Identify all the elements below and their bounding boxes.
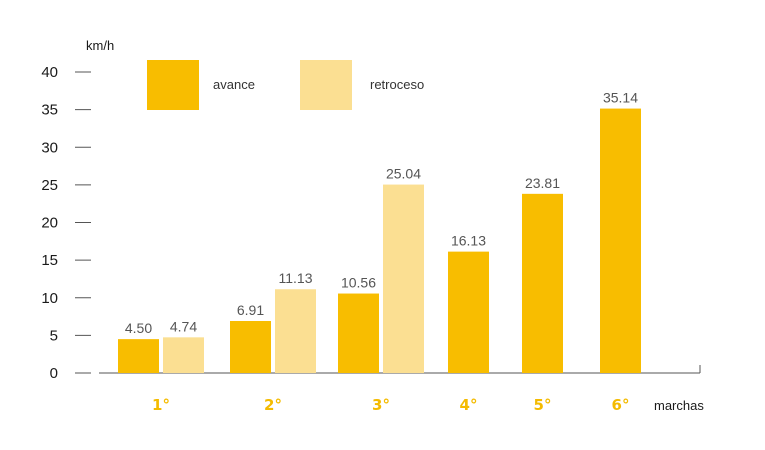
bar-avance-4 bbox=[448, 251, 489, 373]
value-label-avance-5: 23.81 bbox=[525, 175, 560, 191]
y-tick-label-10: 10 bbox=[41, 290, 58, 307]
bar-avance-2 bbox=[230, 321, 271, 373]
legend-swatch-retroceso bbox=[300, 60, 352, 110]
y-tick-label-35: 35 bbox=[41, 102, 58, 119]
y-axis: 0 5 10 15 20 25 30 35 40 bbox=[41, 64, 91, 382]
value-label-retroceso-2: 11.13 bbox=[279, 270, 313, 286]
bar-retroceso-3 bbox=[383, 184, 424, 373]
category-label-1: 1° bbox=[152, 396, 170, 414]
legend-label-retroceso: retroceso bbox=[370, 77, 424, 92]
y-tick-label-40: 40 bbox=[41, 64, 58, 81]
bars bbox=[118, 108, 641, 373]
legend: avance retroceso bbox=[147, 60, 424, 110]
y-tick-label-5: 5 bbox=[50, 327, 58, 344]
bar-avance-6 bbox=[600, 108, 641, 373]
category-label-5: 5° bbox=[534, 396, 552, 414]
legend-swatch-avance bbox=[147, 60, 199, 110]
value-label-avance-3: 10.56 bbox=[341, 275, 376, 291]
bar-avance-1 bbox=[118, 339, 159, 373]
value-label-avance-4: 16.13 bbox=[451, 233, 486, 249]
legend-label-avance: avance bbox=[213, 77, 255, 92]
value-label-retroceso-1: 4.74 bbox=[170, 318, 197, 334]
value-label-retroceso-3: 25.04 bbox=[386, 166, 421, 182]
category-labels: 1° 2° 3° 4° 5° 6° bbox=[152, 396, 629, 414]
bar-avance-5 bbox=[522, 193, 563, 373]
bar-avance-3 bbox=[338, 293, 379, 373]
bar-retroceso-1 bbox=[163, 337, 204, 373]
category-label-4: 4° bbox=[460, 396, 478, 414]
category-label-3: 3° bbox=[372, 396, 390, 414]
value-label-avance-2: 6.91 bbox=[237, 302, 264, 318]
y-axis-unit-label: km/h bbox=[86, 38, 114, 53]
category-label-6: 6° bbox=[612, 396, 630, 414]
y-tick-label-15: 15 bbox=[41, 252, 58, 269]
bar-retroceso-2 bbox=[275, 289, 316, 373]
y-tick-label-30: 30 bbox=[41, 139, 58, 156]
x-axis-label: marchas bbox=[654, 398, 704, 413]
value-label-avance-1: 4.50 bbox=[125, 320, 152, 336]
value-labels: 4.50 4.74 6.91 11.13 10.56 25.04 16.13 23.81 35.… bbox=[125, 90, 638, 337]
category-label-2: 2° bbox=[264, 396, 282, 414]
value-label-avance-6: 35.14 bbox=[603, 90, 638, 106]
y-tick-label-20: 20 bbox=[41, 215, 58, 232]
y-tick-label-0: 0 bbox=[50, 365, 58, 382]
y-tick-label-25: 25 bbox=[41, 177, 58, 194]
